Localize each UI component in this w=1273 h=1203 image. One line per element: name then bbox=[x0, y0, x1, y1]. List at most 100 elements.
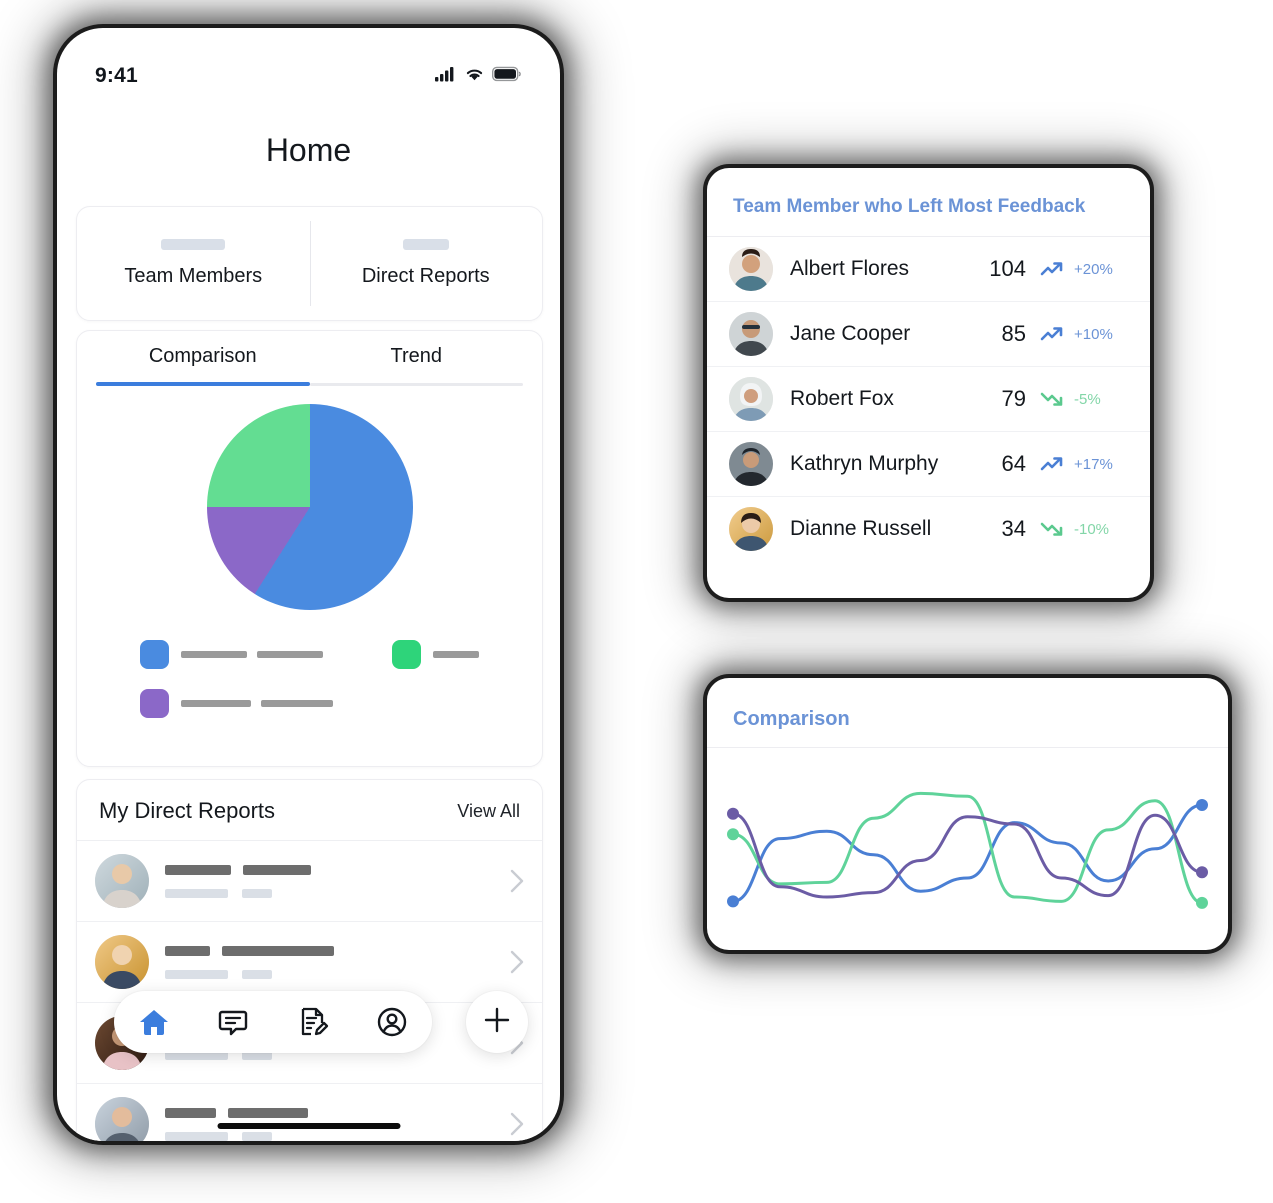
member-name: Jane Cooper bbox=[790, 322, 911, 345]
home-icon[interactable] bbox=[138, 1006, 170, 1038]
feedback-count: 85 bbox=[1001, 321, 1026, 346]
legend-item-blue[interactable] bbox=[140, 640, 392, 669]
legend-item-purple[interactable] bbox=[140, 689, 333, 718]
table-row[interactable]: Dianne Russell 34 -10% bbox=[707, 497, 1150, 561]
stats-card: Team Members Direct Reports bbox=[76, 206, 543, 321]
member-name: Dianne Russell bbox=[790, 517, 932, 540]
avatar bbox=[95, 1097, 149, 1141]
feedback-count: 64 bbox=[1001, 451, 1026, 476]
table-row[interactable]: Jane Cooper 85 +10% bbox=[707, 302, 1150, 367]
delta-percent: +10% bbox=[1074, 325, 1113, 343]
pie-chart bbox=[206, 404, 413, 610]
legend-swatch-green bbox=[392, 640, 421, 669]
avatar bbox=[95, 854, 149, 908]
comparison-line-card: Comparison bbox=[707, 678, 1228, 950]
data-point-green-series bbox=[727, 828, 739, 841]
legend-label-placeholder bbox=[181, 700, 333, 707]
stat-direct-reports[interactable]: Direct Reports bbox=[309, 207, 543, 320]
view-all-link[interactable]: View All bbox=[457, 800, 520, 821]
data-point-green-series bbox=[1196, 896, 1208, 909]
stat-team-members[interactable]: Team Members bbox=[77, 207, 310, 320]
legend-row bbox=[140, 640, 479, 669]
avatar bbox=[729, 312, 773, 356]
delta-percent: +20% bbox=[1074, 260, 1113, 278]
stat-label: Team Members bbox=[124, 265, 263, 287]
trend-up-icon bbox=[1040, 325, 1066, 343]
line-card-title: Comparison bbox=[707, 678, 1228, 748]
battery-icon bbox=[491, 66, 522, 87]
phone-frame: 9:41 bbox=[57, 28, 560, 1141]
legend-swatch-purple bbox=[140, 689, 169, 718]
tab-comparison[interactable]: Comparison bbox=[96, 345, 310, 386]
feedback-card-title: Team Member who Left Most Feedback bbox=[707, 168, 1150, 237]
status-bar: 9:41 bbox=[57, 62, 560, 90]
table-row[interactable]: Albert Flores 104 +20% bbox=[707, 237, 1150, 302]
line-series-purple-series bbox=[731, 812, 1204, 899]
skeleton-bar bbox=[257, 651, 323, 658]
table-row[interactable]: Kathryn Murphy 64 +17% bbox=[707, 432, 1150, 497]
stat-value-placeholder bbox=[161, 239, 226, 250]
delta-percent: -5% bbox=[1074, 390, 1101, 408]
list-item-placeholder bbox=[165, 945, 494, 979]
avatar bbox=[729, 442, 773, 486]
stat-value-placeholder bbox=[402, 239, 449, 250]
stat-label: Direct Reports bbox=[361, 265, 490, 287]
chevron-right-icon bbox=[510, 869, 524, 893]
table-row[interactable]: Robert Fox 79 -5% bbox=[707, 367, 1150, 432]
data-point-purple-series bbox=[1196, 866, 1208, 879]
legend-swatch-blue bbox=[140, 640, 169, 669]
list-item-placeholder bbox=[165, 864, 494, 898]
cellular-signal-icon bbox=[435, 66, 457, 87]
feedback-count: 104 bbox=[989, 256, 1026, 281]
avatar bbox=[729, 507, 773, 551]
list-item-placeholder bbox=[165, 1107, 494, 1141]
avatar bbox=[95, 935, 149, 989]
direct-reports-card: My Direct Reports View All bbox=[76, 779, 543, 1141]
list-item[interactable] bbox=[77, 1084, 542, 1141]
page-title: Home bbox=[265, 132, 352, 168]
trend-up-icon bbox=[1040, 260, 1066, 278]
bottom-nav-bar bbox=[114, 991, 432, 1053]
line-series-green-series bbox=[731, 791, 1204, 905]
legend-label-placeholder bbox=[181, 651, 323, 658]
chevron-right-icon bbox=[510, 950, 524, 974]
member-name: Kathryn Murphy bbox=[790, 452, 939, 475]
member-name: Robert Fox bbox=[790, 387, 894, 410]
add-button[interactable] bbox=[466, 991, 528, 1053]
wifi-icon bbox=[464, 66, 485, 87]
trend-down-icon bbox=[1040, 390, 1066, 408]
note-edit-icon[interactable] bbox=[297, 1006, 329, 1038]
legend-label-placeholder bbox=[433, 651, 479, 658]
direct-reports-header: My Direct Reports View All bbox=[77, 780, 542, 841]
skeleton-bar bbox=[181, 651, 247, 658]
plus-icon bbox=[483, 1006, 511, 1039]
feedback-count: 34 bbox=[1001, 516, 1026, 541]
direct-reports-title: My Direct Reports bbox=[99, 798, 276, 823]
list-item[interactable] bbox=[77, 841, 542, 922]
home-indicator bbox=[217, 1123, 400, 1129]
status-time: 9:41 bbox=[95, 64, 138, 87]
delta-percent: +17% bbox=[1074, 455, 1113, 473]
pie-legend bbox=[77, 640, 542, 718]
legend-row bbox=[140, 689, 479, 718]
skeleton-bar bbox=[261, 700, 333, 707]
profile-circle-icon[interactable] bbox=[376, 1006, 408, 1038]
chevron-right-icon bbox=[510, 1112, 524, 1136]
member-name: Albert Flores bbox=[790, 257, 910, 280]
feedback-count: 79 bbox=[1001, 386, 1026, 411]
data-point-blue-series bbox=[1196, 799, 1208, 811]
trend-down-icon bbox=[1040, 520, 1066, 538]
legend-item-green[interactable] bbox=[392, 640, 479, 669]
chart-tabs: Comparison Trend bbox=[77, 345, 542, 386]
data-point-blue-series bbox=[727, 895, 739, 908]
skeleton-bar bbox=[433, 651, 479, 658]
top-feedback-card: Team Member who Left Most Feedback Alber… bbox=[707, 168, 1150, 598]
tab-trend[interactable]: Trend bbox=[309, 345, 524, 386]
chat-bubble-icon[interactable] bbox=[217, 1006, 249, 1038]
line-chart bbox=[727, 791, 1208, 909]
delta-percent: -10% bbox=[1074, 520, 1110, 538]
pie-chart-wrap bbox=[77, 404, 542, 610]
avatar bbox=[729, 377, 773, 421]
status-icons bbox=[435, 66, 522, 87]
skeleton-bar bbox=[181, 700, 251, 707]
